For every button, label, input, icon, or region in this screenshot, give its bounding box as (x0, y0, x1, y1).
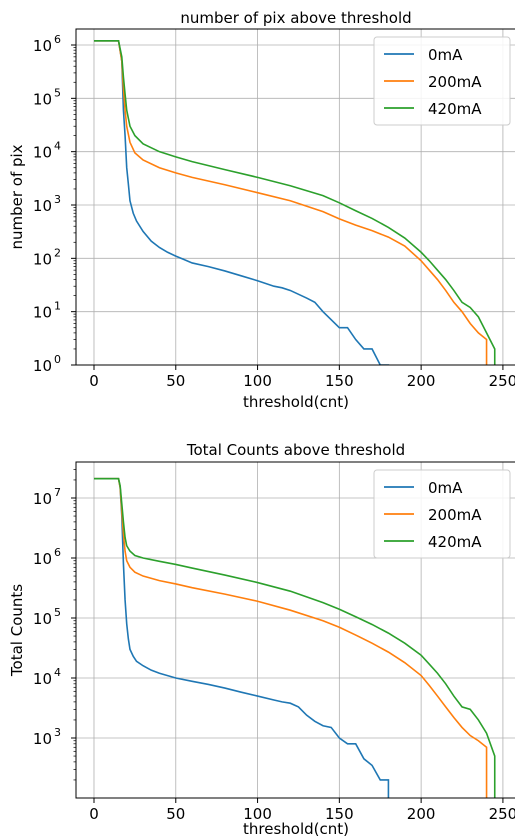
y-tick-label: 10 (33, 304, 52, 322)
y-tick-exponent: 3 (54, 726, 61, 739)
y-tick-exponent: 5 (54, 606, 61, 619)
plot-frame (75, 461, 515, 799)
y-tick-exponent: 5 (54, 86, 61, 99)
x-tick-label: 0 (89, 372, 99, 390)
chart-title: Total Counts above threshold (186, 441, 405, 459)
legend-label: 0mA (428, 479, 463, 497)
y-axis-label: Total Counts (8, 584, 26, 677)
legend-label: 420mA (428, 533, 482, 551)
series-line-420mA (93, 477, 496, 798)
x-tick-label: 50 (166, 372, 185, 390)
y-tick-exponent: 0 (54, 353, 61, 366)
x-tick-label: 100 (243, 805, 272, 823)
x-axis-label: threshold(cnt) (243, 393, 349, 411)
y-tick-exponent: 3 (54, 193, 61, 206)
series-line-200mA (93, 477, 488, 798)
y-tick-exponent: 6 (54, 33, 61, 46)
series-line-200mA (93, 39, 488, 365)
x-tick-label: 150 (325, 805, 354, 823)
legend-label: 0mA (428, 46, 463, 64)
series-line-420mA (93, 39, 496, 365)
x-tick-label: 100 (243, 372, 272, 390)
legend: 0mA 200mA 420mA (373, 469, 511, 559)
legend-label: 200mA (428, 506, 482, 524)
legend-label: 420mA (428, 100, 482, 118)
y-tick-label: 10 (33, 144, 52, 162)
legend-box (373, 36, 511, 126)
y-tick-exponent: 4 (54, 140, 61, 153)
x-tick-label: 250 (489, 372, 515, 390)
y-tick-label: 10 (33, 197, 52, 215)
x-tick-label: 250 (489, 805, 515, 823)
y-tick-label: 10 (33, 90, 52, 108)
x-tick-label: 50 (166, 805, 185, 823)
y-tick-exponent: 6 (54, 546, 61, 559)
y-tick-label: 10 (33, 250, 52, 268)
x-axis-label: threshold(cnt) (243, 820, 349, 838)
chart-title: number of pix above threshold (180, 9, 411, 27)
legend: 0mA 200mA 420mA (373, 36, 511, 126)
y-axis-label: number of pix (8, 144, 26, 249)
y-tick-label: 10 (33, 37, 52, 55)
grid-lines (76, 462, 515, 798)
x-tick-label: 0 (89, 805, 99, 823)
y-tick-exponent: 4 (54, 666, 61, 679)
y-tick-label: 10 (33, 670, 52, 688)
y-tick-exponent: 2 (54, 246, 61, 259)
y-tick-exponent: 1 (54, 300, 61, 313)
plot-frame (75, 28, 515, 366)
y-tick-label: 10 (33, 610, 52, 628)
series-line-0mA (93, 39, 390, 365)
y-tick-label: 10 (33, 357, 52, 375)
series-line-0mA (93, 477, 390, 798)
y-tick-exponent: 7 (54, 486, 61, 499)
y-tick-label: 10 (33, 550, 52, 568)
y-tick-label: 10 (33, 730, 52, 748)
legend-box (373, 469, 511, 559)
x-tick-label: 200 (407, 372, 436, 390)
y-tick-label: 10 (33, 490, 52, 508)
legend-label: 200mA (428, 73, 482, 91)
x-tick-label: 150 (325, 372, 354, 390)
x-tick-label: 200 (407, 805, 436, 823)
